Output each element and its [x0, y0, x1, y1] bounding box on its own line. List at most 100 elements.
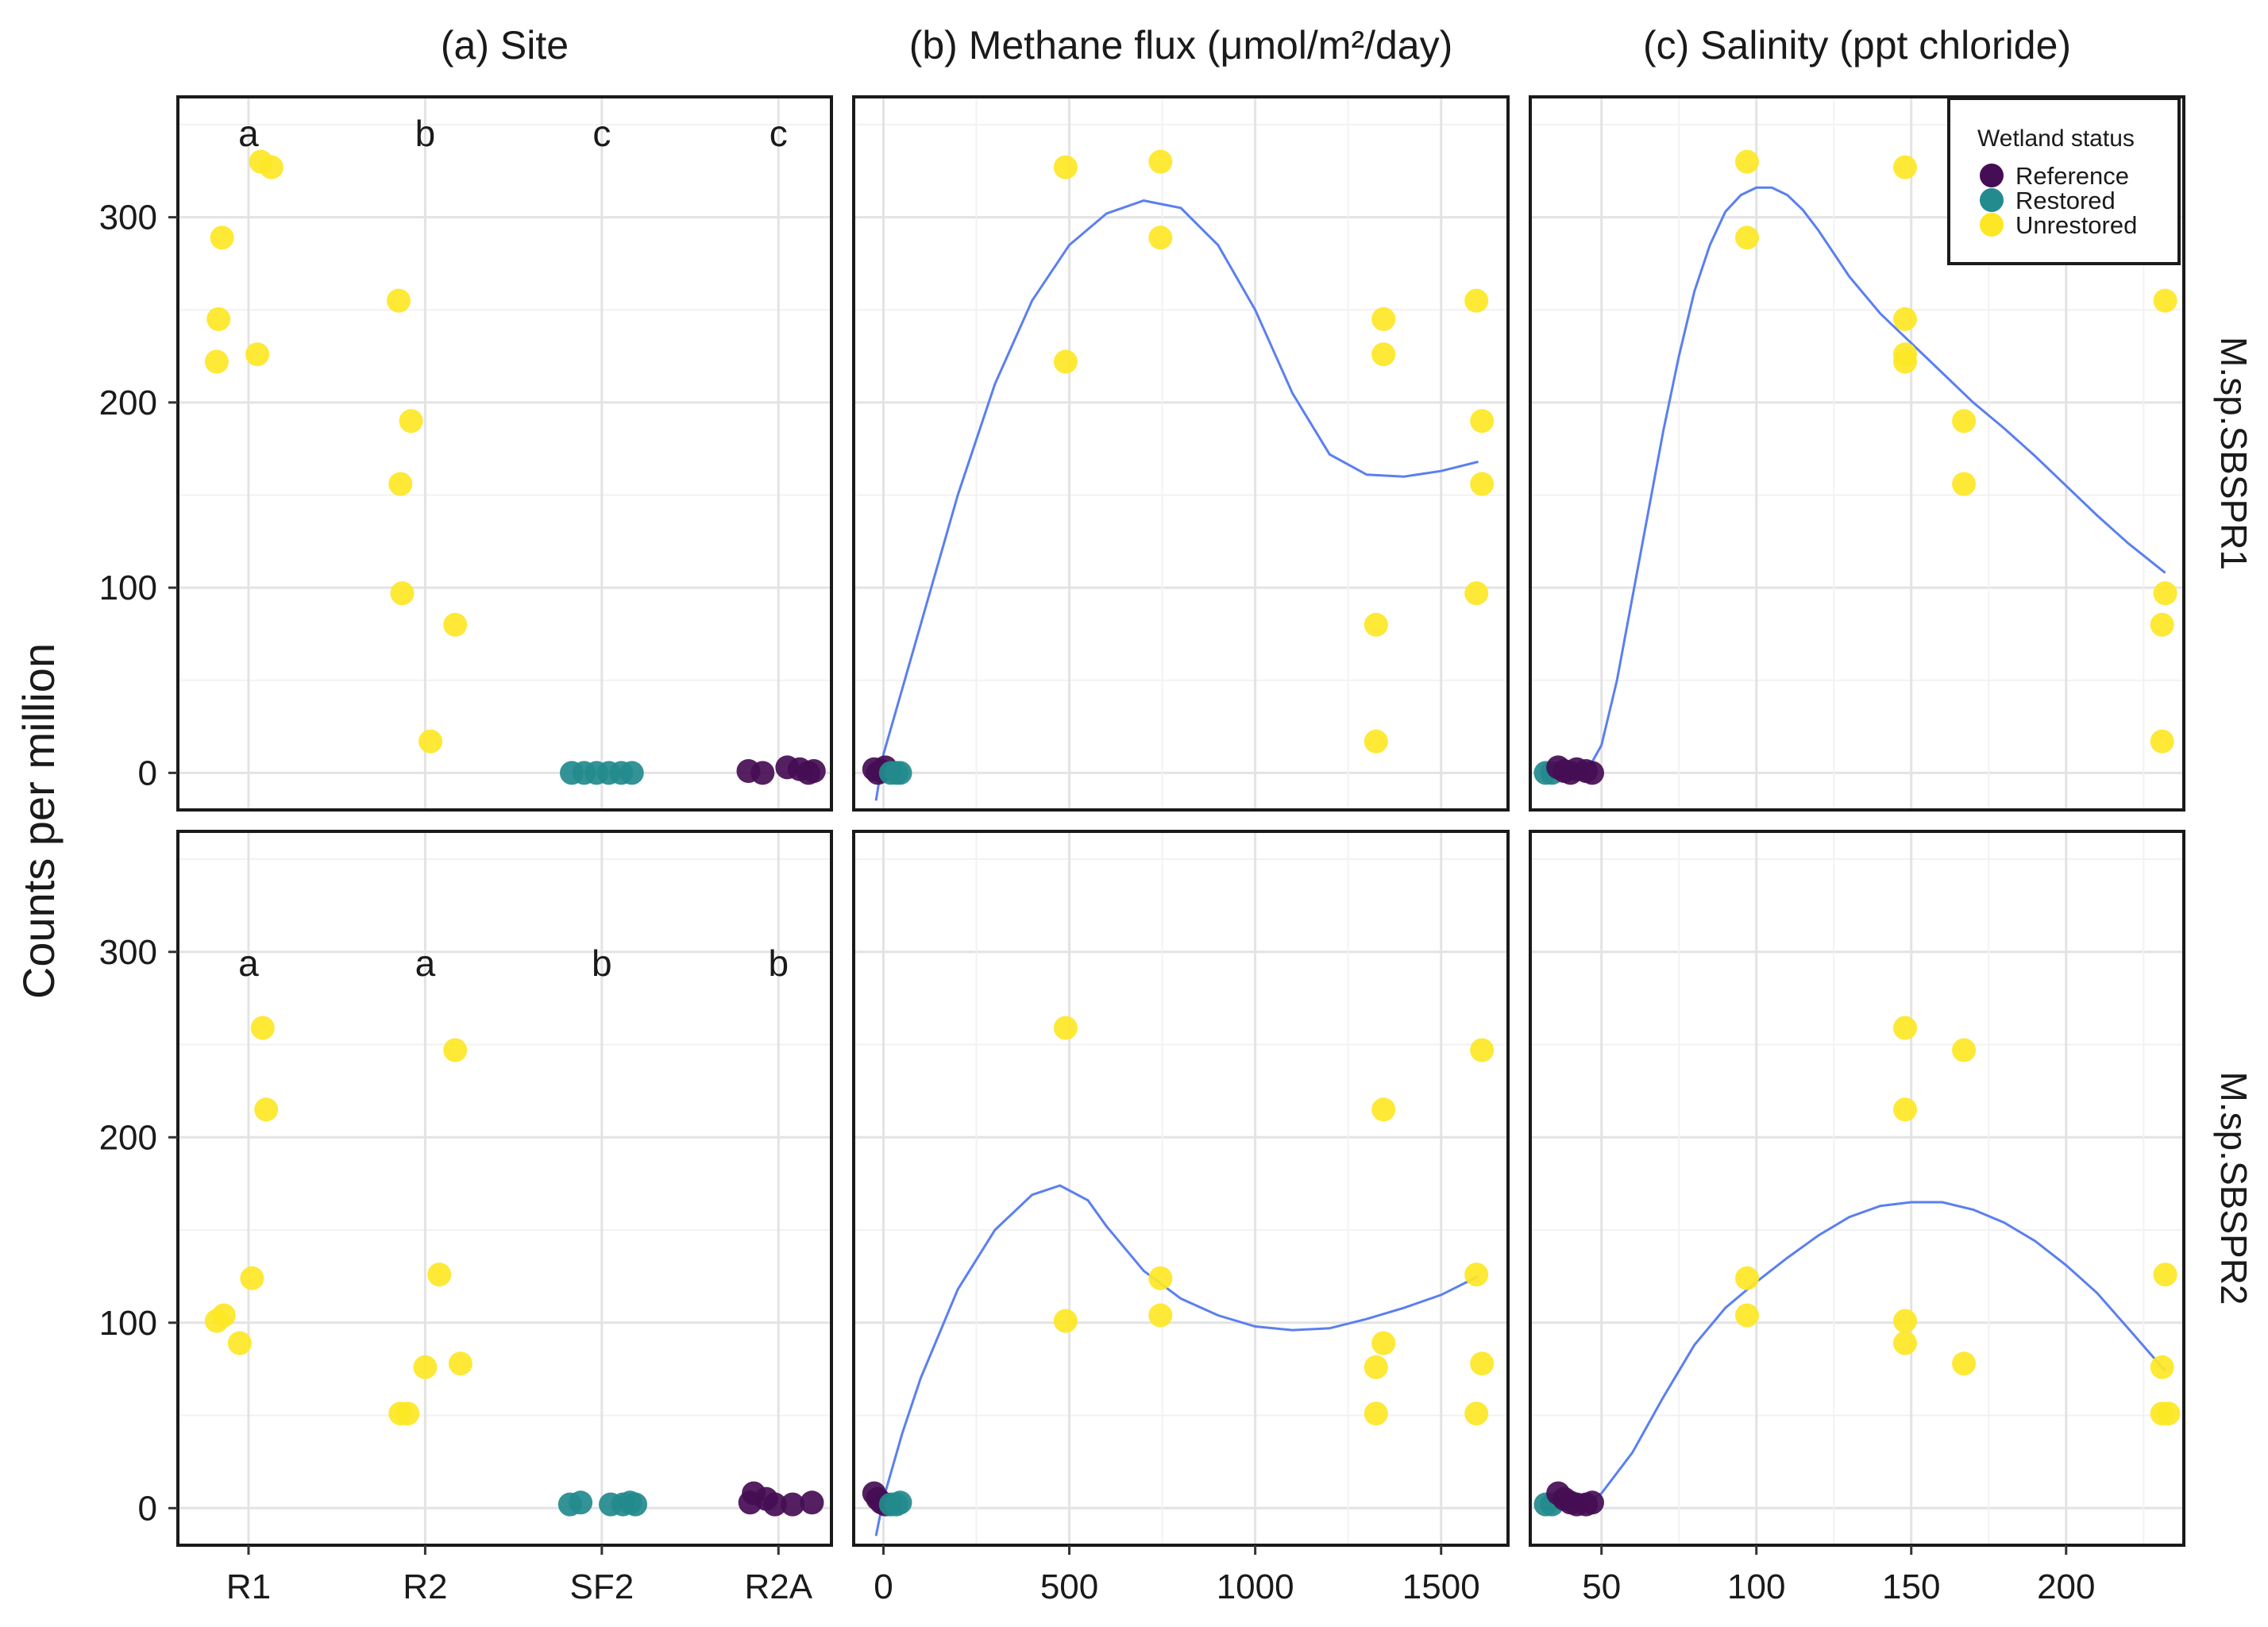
x-tick-label: 0: [874, 1567, 893, 1606]
x-tick-label: 200: [2037, 1567, 2095, 1606]
data-point-unrestored: [443, 612, 468, 637]
data-point-unrestored: [1148, 1266, 1173, 1290]
significance-letter: c: [770, 113, 788, 154]
legend-swatch-unrestored: [1980, 213, 2004, 237]
data-point-unrestored: [1364, 612, 1388, 637]
x-tick-label: R2A: [744, 1567, 812, 1606]
data-point-unrestored: [1893, 349, 1917, 374]
legend: Wetland status ReferenceRestoredUnrestore…: [1947, 97, 2181, 265]
legend-swatch-reference: [1980, 164, 2004, 187]
data-point-reference: [1580, 1490, 1604, 1515]
row-strip-label: M.sp.SBSPR2: [2213, 1072, 2254, 1305]
y-tick-label: 200: [99, 1118, 157, 1157]
data-point-unrestored: [1735, 149, 1759, 174]
data-point-unrestored: [259, 155, 284, 179]
data-point-reference: [762, 1492, 787, 1517]
data-point-unrestored: [1053, 155, 1078, 179]
data-point-unrestored: [227, 1331, 252, 1355]
data-point-unrestored: [210, 226, 234, 250]
data-point-unrestored: [245, 342, 270, 367]
data-point-unrestored: [2150, 612, 2174, 637]
significance-letter: a: [238, 943, 259, 984]
data-point-unrestored: [1470, 409, 1495, 434]
y-tick-label: 100: [99, 1304, 157, 1343]
data-layer: [204, 149, 2181, 1536]
legend-label-reference: Reference: [2015, 162, 2129, 190]
panel-background: [178, 97, 831, 810]
data-point-unrestored: [399, 409, 423, 434]
data-point-restored: [569, 1490, 593, 1515]
panel-background: [1530, 831, 2184, 1545]
smooth-fit-line: [1554, 186, 2166, 780]
data-point-unrestored: [1371, 1097, 1396, 1122]
data-point-unrestored: [1148, 1303, 1173, 1328]
data-point-unrestored: [443, 1038, 468, 1062]
x-tick-label: 500: [1040, 1567, 1098, 1606]
labels-layer: a b c c 0 100 200 300 M.sp.SBSPR1 a a b b 0 100 200 300 M…: [14, 23, 2254, 1606]
data-point-unrestored: [1470, 472, 1495, 496]
y-tick-label: 0: [138, 1489, 157, 1528]
data-point-restored: [623, 1492, 648, 1517]
data-point-unrestored: [1893, 1331, 1917, 1355]
data-point-unrestored: [418, 729, 443, 754]
legend-label-restored: Restored: [2015, 187, 2116, 214]
data-point-unrestored: [1464, 288, 1489, 313]
y-tick-label: 0: [138, 754, 157, 792]
data-point-unrestored: [2153, 581, 2177, 606]
data-point-unrestored: [1735, 1266, 1759, 1290]
panel-background: [178, 831, 831, 1545]
data-point-unrestored: [1735, 226, 1759, 250]
data-point-unrestored: [1470, 1351, 1495, 1376]
x-tick-label: R2: [403, 1567, 447, 1606]
panel-frame: [176, 830, 833, 1547]
column-strip-title: (b) Methane flux (μmol/m²/day): [909, 23, 1453, 67]
y-tick-label: 300: [99, 933, 157, 972]
data-point-reference: [801, 759, 826, 783]
legend-box: [1947, 97, 2181, 265]
data-point-unrestored: [1464, 1263, 1489, 1287]
significance-letter: a: [415, 943, 436, 984]
x-tick-label: 1500: [1402, 1567, 1480, 1606]
y-tick-label: 100: [99, 569, 157, 607]
data-point-unrestored: [1893, 1309, 1917, 1333]
panel-frame: [852, 95, 1510, 812]
data-point-reference: [800, 1490, 824, 1515]
significance-letter: c: [592, 113, 611, 154]
x-tick-label: 50: [1582, 1567, 1621, 1606]
smooth-fit-line: [874, 1184, 1479, 1536]
panel-frame: [1529, 830, 2185, 1547]
panel-background: [854, 97, 1508, 810]
data-point-unrestored: [1364, 1401, 1388, 1426]
data-point-unrestored: [1893, 1016, 1917, 1040]
panel-frame: [1529, 95, 2185, 812]
data-point-unrestored: [1735, 1303, 1759, 1328]
significance-letter: b: [592, 943, 612, 984]
data-point-restored: [888, 1490, 912, 1515]
data-point-unrestored: [2150, 1355, 2174, 1379]
legend-title: Wetland status: [1977, 125, 2135, 152]
data-point-unrestored: [1464, 1401, 1489, 1426]
data-point-unrestored: [388, 472, 413, 496]
x-tick-label: 1000: [1217, 1567, 1294, 1606]
data-point-unrestored: [1371, 342, 1396, 367]
data-point-unrestored: [1893, 1097, 1917, 1122]
data-point-unrestored: [1464, 581, 1489, 606]
data-point-unrestored: [1893, 307, 1917, 331]
data-point-unrestored: [1470, 1038, 1495, 1062]
data-point-unrestored: [2156, 1401, 2181, 1426]
significance-letter: b: [415, 113, 436, 154]
column-strip-title: (a) Site: [441, 23, 569, 67]
column-strip-title: (c) Salinity (ppt chloride): [1643, 23, 2071, 67]
y-tick-label: 200: [99, 384, 157, 422]
smooth-fit-line: [874, 199, 1479, 801]
panel-frame: [176, 95, 833, 812]
data-point-unrestored: [2153, 1263, 2177, 1287]
data-point-unrestored: [211, 1303, 236, 1328]
data-point-unrestored: [427, 1263, 452, 1287]
smooth-fit-line: [1555, 1201, 2166, 1506]
x-tick-label: 150: [1882, 1567, 1940, 1606]
data-point-unrestored: [2153, 288, 2177, 313]
data-point-unrestored: [254, 1097, 279, 1122]
x-tick-label: 100: [1727, 1567, 1785, 1606]
y-axis-label: Counts per million: [14, 643, 64, 999]
